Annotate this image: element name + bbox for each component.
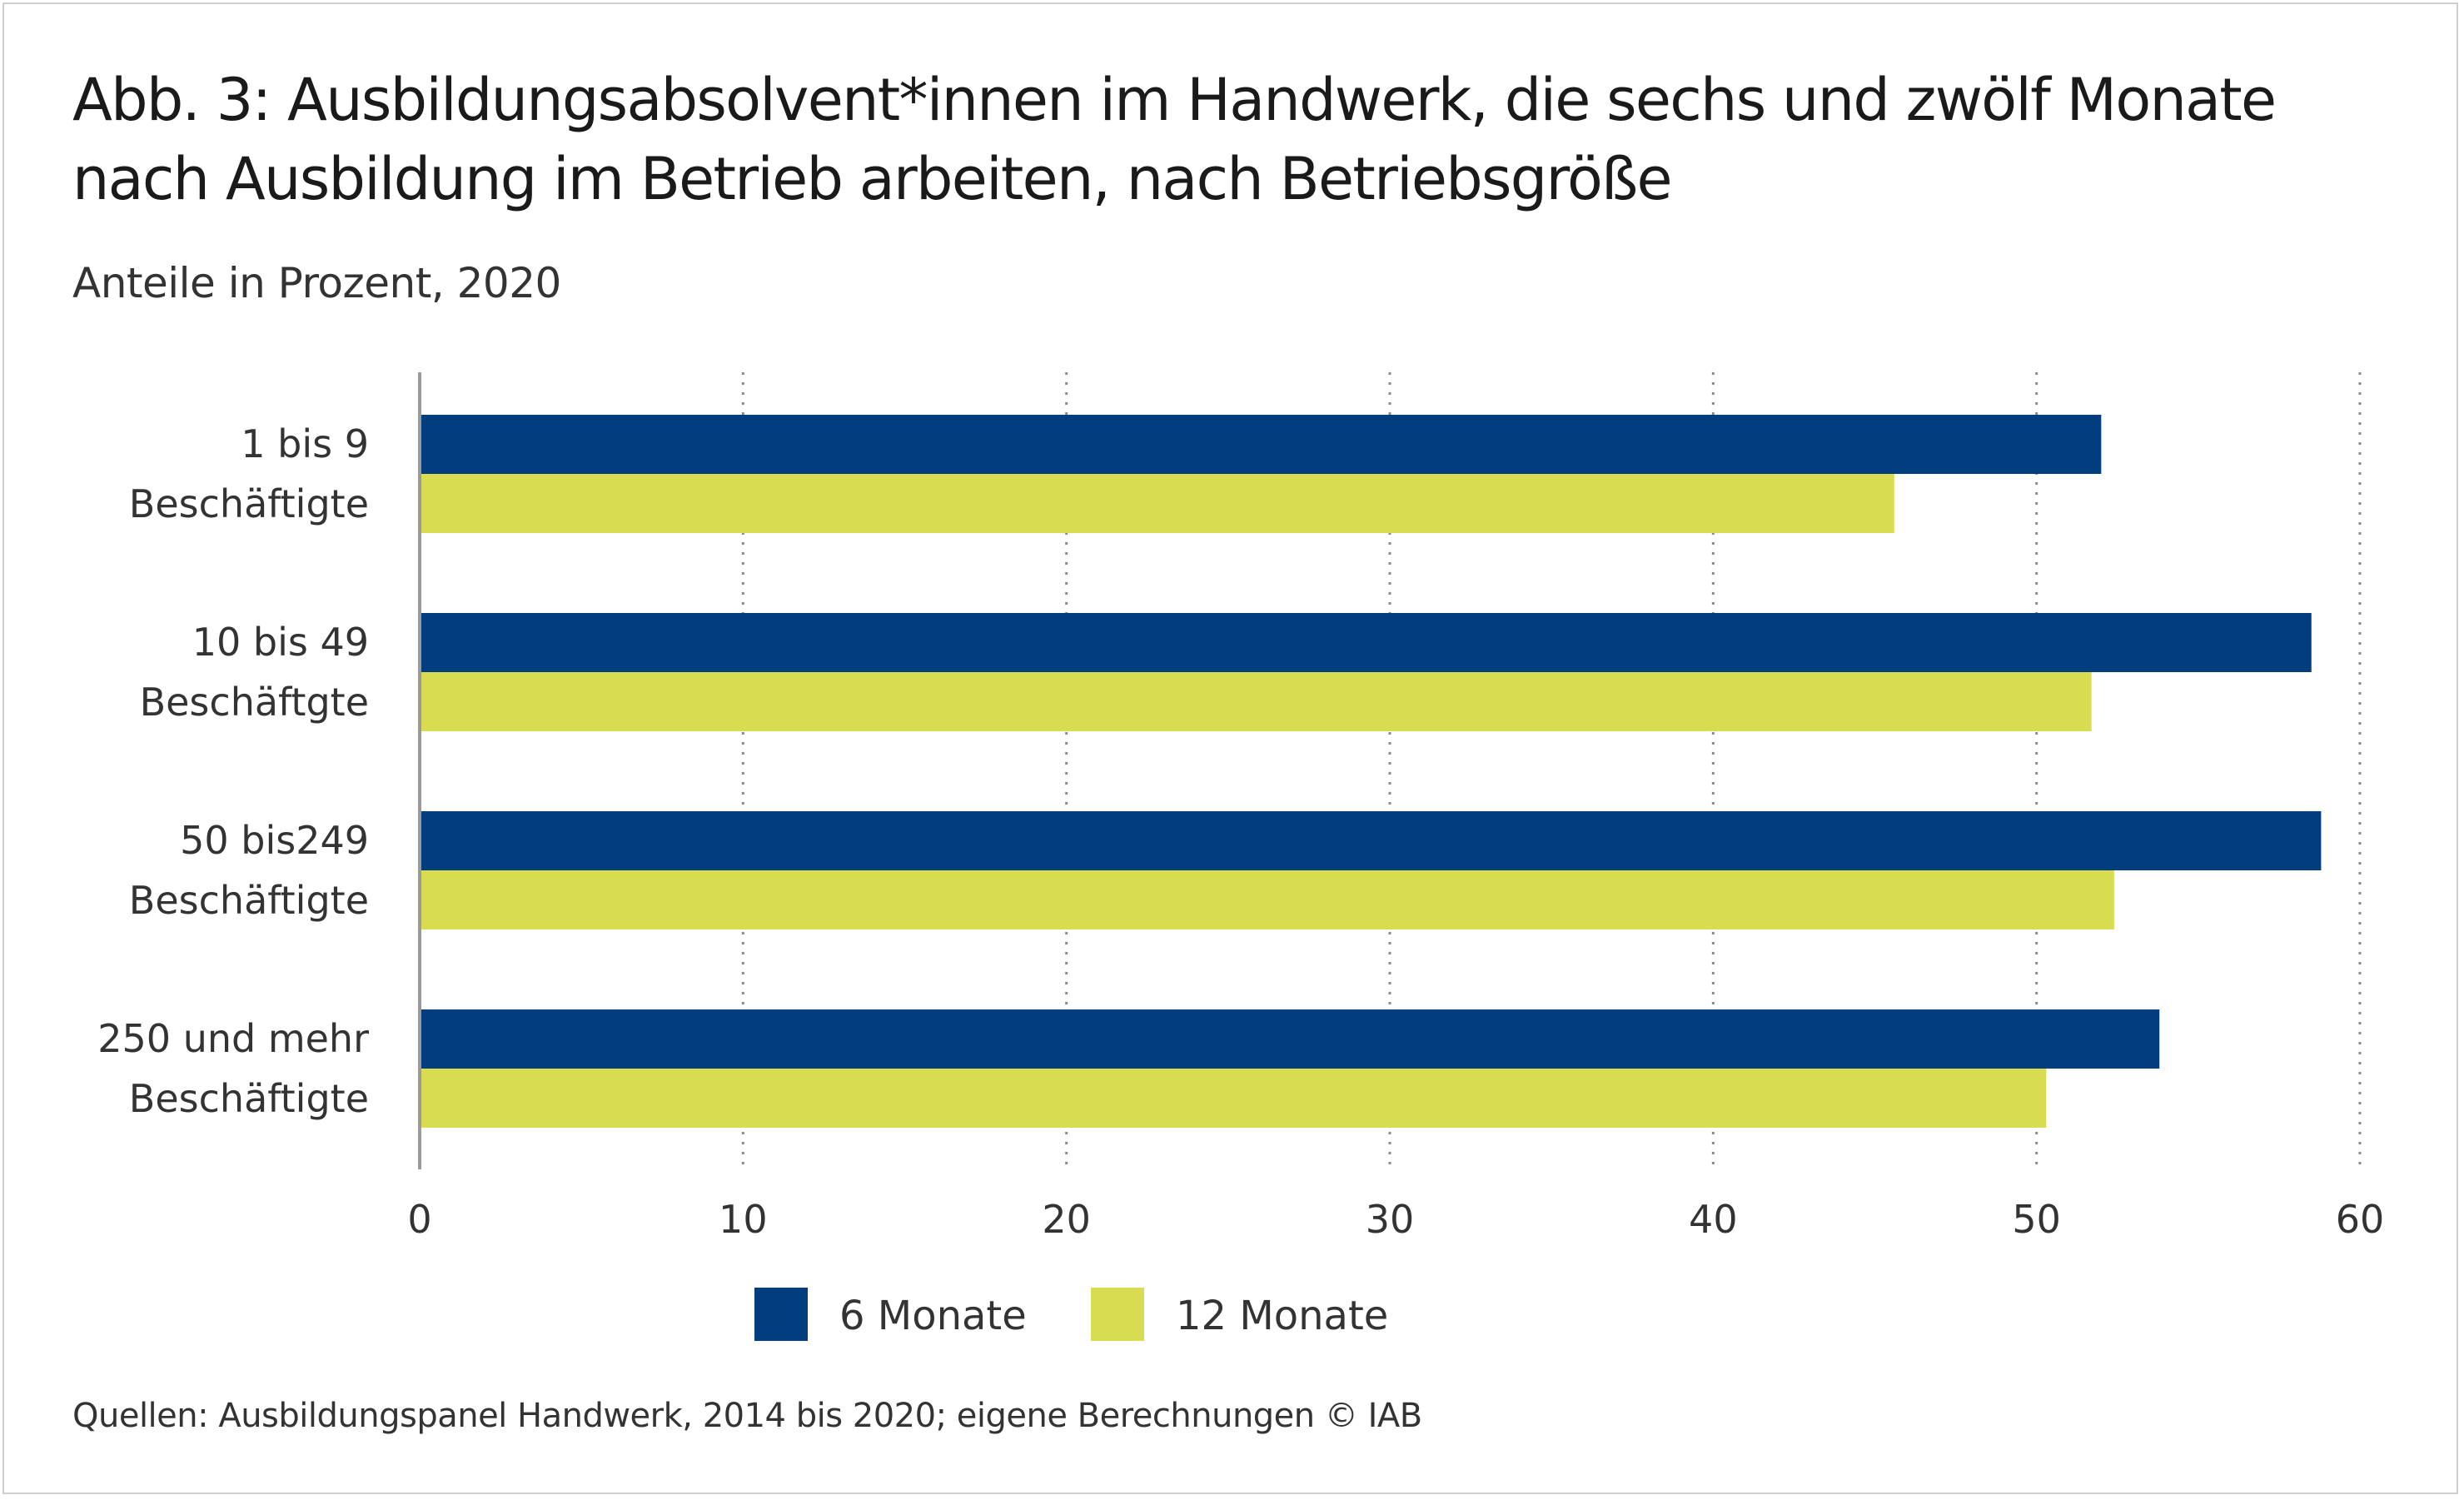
category-label-4-line-2: Beschäftigte xyxy=(129,1076,369,1121)
legend-swatch-12-monate xyxy=(1091,1288,1144,1341)
bar-6-monate-cat-1 xyxy=(420,415,2102,474)
category-label-4-line-1: 250 und mehr xyxy=(97,1016,369,1061)
legend-label-12-monate: 12 Monate xyxy=(1176,1293,1388,1339)
bar-12-monate-cat-2 xyxy=(420,672,2092,731)
x-tick-label-0: 0 xyxy=(407,1197,431,1242)
x-tick-label-10: 10 xyxy=(719,1197,768,1242)
bar-12-monate-cat-3 xyxy=(420,870,2114,929)
category-label-2-line-1: 10 bis 49 xyxy=(192,620,369,665)
x-tick-label-20: 20 xyxy=(1042,1197,1091,1242)
source-note: Quellen: Ausbildungspanel Handwerk, 2014… xyxy=(72,1397,1422,1435)
category-label-1-line-1: 1 bis 9 xyxy=(241,421,369,466)
chart-title-line-2: nach Ausbildung im Betrieb arbeiten, nac… xyxy=(72,145,1673,213)
category-label-3-line-1: 50 bis249 xyxy=(180,818,369,863)
x-tick-label-60: 60 xyxy=(2336,1197,2385,1242)
x-tick-label-30: 30 xyxy=(1366,1197,1415,1242)
category-label-1-line-2: Beschäftigte xyxy=(129,481,369,526)
bar-6-monate-cat-2 xyxy=(420,613,2312,672)
chart-title-line-1: Abb. 3: Ausbildungsabsolvent*innen im Ha… xyxy=(72,66,2277,134)
x-tick-label-40: 40 xyxy=(1689,1197,1738,1242)
chart-subtitle: Anteile in Prozent, 2020 xyxy=(72,259,561,307)
bar-12-monate-cat-4 xyxy=(420,1069,2047,1128)
legend-label-6-monate: 6 Monate xyxy=(839,1293,1027,1339)
bar-12-monate-cat-1 xyxy=(420,474,1894,533)
bar-6-monate-cat-3 xyxy=(420,811,2322,870)
bar-6-monate-cat-4 xyxy=(420,1009,2160,1069)
legend-swatch-6-monate xyxy=(754,1288,808,1341)
x-tick-label-50: 50 xyxy=(2012,1197,2061,1242)
category-label-3-line-2: Beschäftigte xyxy=(129,878,369,923)
category-label-2-line-2: Beschäftgte xyxy=(140,680,369,725)
